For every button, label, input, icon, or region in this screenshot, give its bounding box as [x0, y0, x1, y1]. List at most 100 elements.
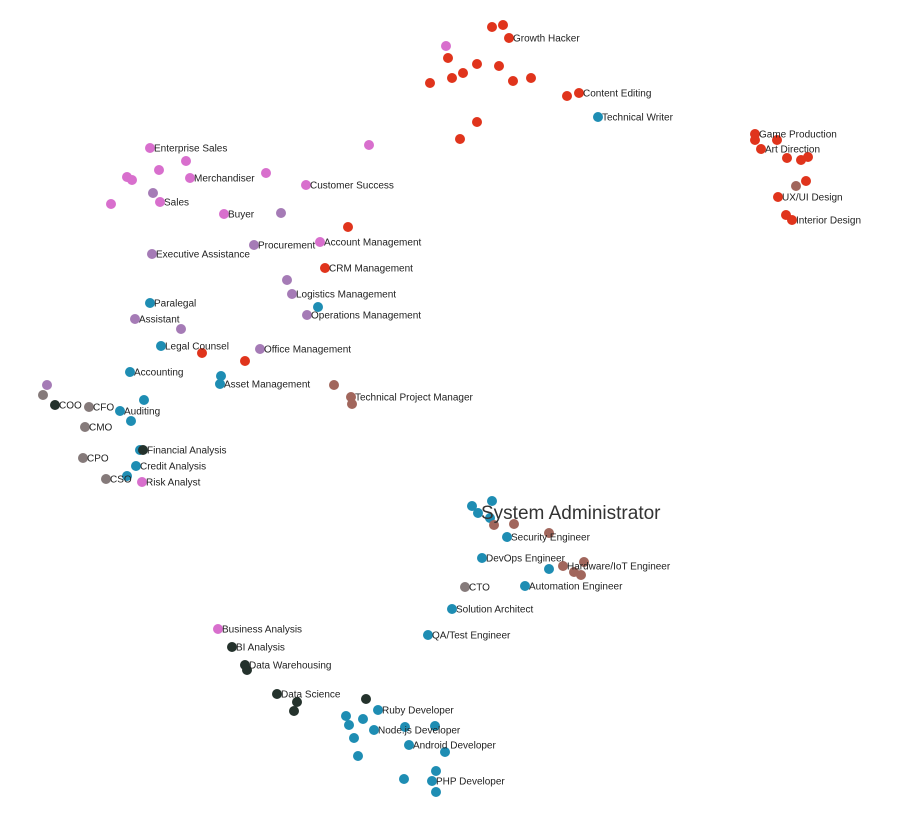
point-label: Data Warehousing — [249, 661, 331, 672]
scatter-point — [425, 78, 435, 88]
point-label: Data Science — [281, 690, 341, 701]
scatter-point — [215, 379, 225, 389]
point-label: Credit Analysis — [140, 462, 206, 473]
scatter-point — [156, 341, 166, 351]
scatter-point — [313, 302, 323, 312]
scatter-point — [320, 263, 330, 273]
scatter-point — [101, 474, 111, 484]
scatter-point — [509, 519, 519, 529]
scatter-point — [361, 694, 371, 704]
scatter-point — [593, 112, 603, 122]
scatter-point — [801, 176, 811, 186]
scatter-point — [455, 134, 465, 144]
scatter-point — [344, 720, 354, 730]
scatter-point — [447, 604, 457, 614]
point-label: Asset Management — [224, 380, 310, 391]
scatter-point — [544, 564, 554, 574]
scatter-point — [341, 711, 351, 721]
scatter-point — [791, 181, 801, 191]
scatter-point — [544, 528, 554, 538]
point-label: CRM Management — [329, 264, 413, 275]
scatter-point — [138, 445, 148, 455]
scatter-point — [219, 209, 229, 219]
scatter-point — [431, 787, 441, 797]
point-label: Ruby Developer — [382, 706, 454, 717]
scatter-point — [122, 471, 132, 481]
scatter-point — [155, 197, 165, 207]
point-label: CMO — [89, 423, 113, 434]
scatter-point — [139, 395, 149, 405]
point-label: Risk Analyst — [146, 478, 201, 489]
point-label: Sales — [164, 198, 189, 209]
point-label: Account Management — [324, 238, 422, 249]
scatter-point — [750, 135, 760, 145]
scatter-point — [287, 289, 297, 299]
point-label: Security Engineer — [511, 533, 591, 544]
scatter-point — [373, 705, 383, 715]
scatter-point — [400, 722, 410, 732]
scatter-point — [301, 180, 311, 190]
scatter-point — [562, 91, 572, 101]
scatter-point — [458, 68, 468, 78]
point-label: Business Analysis — [222, 625, 302, 636]
point-label: DevOps Engineer — [486, 554, 566, 565]
scatter-point — [147, 249, 157, 259]
point-label: Logistics Management — [296, 290, 396, 301]
scatter-point — [489, 520, 499, 530]
scatter-point — [292, 697, 302, 707]
scatter-point — [181, 156, 191, 166]
scatter-point — [213, 624, 223, 634]
point-label: Interior Design — [796, 216, 861, 227]
scatter-point — [353, 751, 363, 761]
scatter-point — [494, 61, 504, 71]
point-label: Enterprise Sales — [154, 144, 227, 155]
scatter-point — [443, 53, 453, 63]
scatter-point — [431, 766, 441, 776]
points-layer — [38, 20, 813, 797]
point-label: CTO — [469, 583, 490, 594]
scatter-point — [502, 532, 512, 542]
scatter-point — [504, 33, 514, 43]
scatter-point — [772, 135, 782, 145]
point-label: CFO — [93, 403, 114, 414]
scatter-point — [803, 152, 813, 162]
scatter-point — [302, 310, 312, 320]
point-label: Buyer — [228, 210, 255, 221]
labels-layer: Growth Hacker Content Editing Technical Wr… — [59, 34, 861, 788]
scatter-point — [447, 73, 457, 83]
point-label: Customer Success — [310, 181, 394, 192]
scatter-point — [130, 314, 140, 324]
scatter-point — [261, 168, 271, 178]
scatter-point — [460, 582, 470, 592]
point-label: Growth Hacker — [513, 34, 580, 45]
scatter-point — [148, 188, 158, 198]
scatter-point — [255, 344, 265, 354]
scatter-point — [473, 508, 483, 518]
scatter-point — [576, 570, 586, 580]
scatter-point — [756, 144, 766, 154]
scatter-point — [289, 706, 299, 716]
scatter-point — [369, 725, 379, 735]
point-label: Hardware/IoT Engineer — [567, 562, 671, 573]
scatter-point — [131, 461, 141, 471]
scatter-point — [106, 199, 116, 209]
point-label: Auditing — [124, 407, 160, 418]
scatter-point — [349, 733, 359, 743]
scatter-point — [404, 740, 414, 750]
scatter-point — [216, 371, 226, 381]
point-label: Financial Analysis — [147, 446, 226, 457]
scatter-point — [78, 453, 88, 463]
scatter-point — [145, 143, 155, 153]
point-label: Procurement — [258, 241, 315, 252]
scatter-point — [137, 477, 147, 487]
scatter-point — [80, 422, 90, 432]
point-label: Merchandiser — [194, 174, 255, 185]
scatter-point — [364, 140, 374, 150]
scatter-point — [423, 630, 433, 640]
scatter-point — [773, 192, 783, 202]
scatter-point — [477, 553, 487, 563]
point-label: Office Management — [264, 345, 351, 356]
scatter-point — [558, 561, 568, 571]
scatter-point — [487, 22, 497, 32]
